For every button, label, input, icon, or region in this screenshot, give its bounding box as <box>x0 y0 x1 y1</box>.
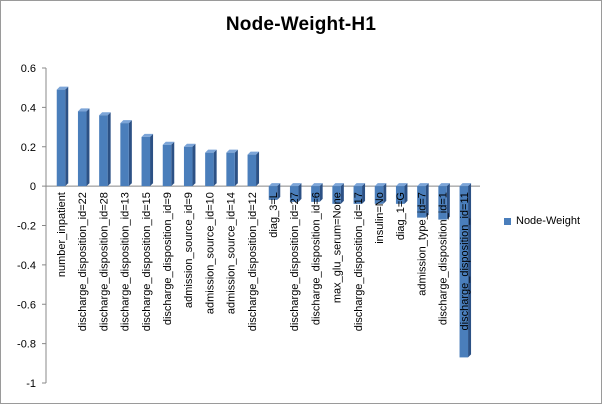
bar-side <box>128 120 132 187</box>
chart-title: Node-Weight-H1 <box>225 14 377 35</box>
bar-top <box>438 183 450 187</box>
bar-top <box>77 108 90 112</box>
x-category-label: max_glu_serum=None <box>332 192 344 303</box>
bar-top <box>268 183 281 187</box>
bar <box>332 186 341 204</box>
bar-side <box>446 183 450 220</box>
bar-side <box>425 183 429 218</box>
bar-top <box>374 183 387 187</box>
y-tick-label: -0.2 <box>17 221 36 233</box>
bar <box>77 111 87 187</box>
bar-side <box>404 183 408 204</box>
bar-side <box>340 183 344 204</box>
x-category-label: insulin=No <box>374 192 386 244</box>
y-tick-label: -0.8 <box>17 339 36 351</box>
bar <box>141 136 151 187</box>
y-tick-label: 0 <box>30 181 36 193</box>
legend-label: Node-Weight <box>516 215 580 227</box>
x-category-label: admission_source_id=9 <box>183 192 195 308</box>
bar-top <box>56 86 69 90</box>
bar-side <box>86 108 90 187</box>
bar-top <box>99 112 111 116</box>
bar-top <box>205 149 217 153</box>
x-category-label: admission_type_id=7 <box>416 192 428 296</box>
bar-side <box>213 149 217 187</box>
bar <box>268 186 278 200</box>
bar-top <box>141 133 154 137</box>
bar-side <box>234 149 238 187</box>
bar <box>120 123 129 187</box>
bar <box>374 186 384 204</box>
x-category-label: admission_source_id=10 <box>204 192 216 314</box>
x-category-label: diag_1=G <box>395 192 407 240</box>
bar-top <box>311 183 323 187</box>
chart-legend: Node-Weight <box>504 215 580 227</box>
x-category-label: discharge_disposition_id=17 <box>353 192 365 331</box>
bar-top <box>417 183 429 187</box>
x-category-label: discharge_disposition_id=6 <box>310 192 322 325</box>
y-tick-label: 0.4 <box>21 102 36 114</box>
y-tick-label: -0.4 <box>17 260 36 272</box>
bar-top <box>162 141 175 145</box>
x-category-label: discharge_disposition_id=22 <box>77 192 89 331</box>
bar <box>56 89 66 187</box>
x-category-label: discharge_disposition_id=15 <box>141 192 153 331</box>
bar-side <box>319 183 323 202</box>
bar <box>417 186 426 218</box>
x-category-label: discharge_disposition_id=13 <box>120 192 132 331</box>
bar <box>162 144 172 187</box>
bar-side <box>256 151 260 187</box>
bar-top <box>289 183 302 187</box>
bar-side <box>65 86 69 187</box>
bar-side <box>171 141 175 187</box>
bar-top <box>183 143 196 147</box>
bar <box>289 186 299 202</box>
x-category-label: discharge_disposition_id=9 <box>162 192 174 325</box>
bar-side <box>107 112 111 187</box>
bar-side <box>277 183 281 200</box>
bar <box>247 154 257 187</box>
x-category-label: discharge_disposition_id=11 <box>459 192 471 330</box>
bar-top <box>247 151 260 155</box>
bar-top <box>395 183 408 187</box>
bar-side <box>362 183 366 204</box>
bar-side <box>150 133 154 187</box>
bar-top <box>332 183 344 187</box>
bar <box>395 186 405 204</box>
bar <box>459 186 469 358</box>
bar-side <box>298 183 302 202</box>
x-category-label: admission_source_id=14 <box>226 192 238 314</box>
x-category-label: discharge_disposition_id=27 <box>289 192 301 331</box>
bar-side <box>383 183 387 204</box>
y-tick-label: -1 <box>26 378 36 390</box>
bar <box>311 186 320 202</box>
y-tick-label: -0.6 <box>17 299 36 311</box>
x-category-label: discharge_disposition_id=1 <box>438 192 450 325</box>
bar <box>183 146 193 187</box>
x-category-label: diag_3=L <box>268 192 280 238</box>
y-tick-label: 0.2 <box>21 142 36 154</box>
bar-top <box>226 149 238 153</box>
bar-top <box>353 183 366 187</box>
x-category-label: discharge_disposition_id=28 <box>98 192 110 331</box>
x-category-label: discharge_disposition_id=12 <box>247 192 259 331</box>
bar <box>226 152 235 187</box>
bar-side <box>468 183 472 358</box>
bar-side <box>192 143 196 187</box>
bar <box>438 186 447 220</box>
legend-swatch <box>504 217 511 225</box>
bar-top <box>120 120 132 124</box>
x-category-label: number_inpatient <box>56 192 68 277</box>
bar <box>205 152 214 187</box>
y-tick-label: 0.6 <box>21 63 36 75</box>
bar <box>99 115 108 187</box>
bar <box>353 186 363 204</box>
bar-top <box>459 183 472 187</box>
